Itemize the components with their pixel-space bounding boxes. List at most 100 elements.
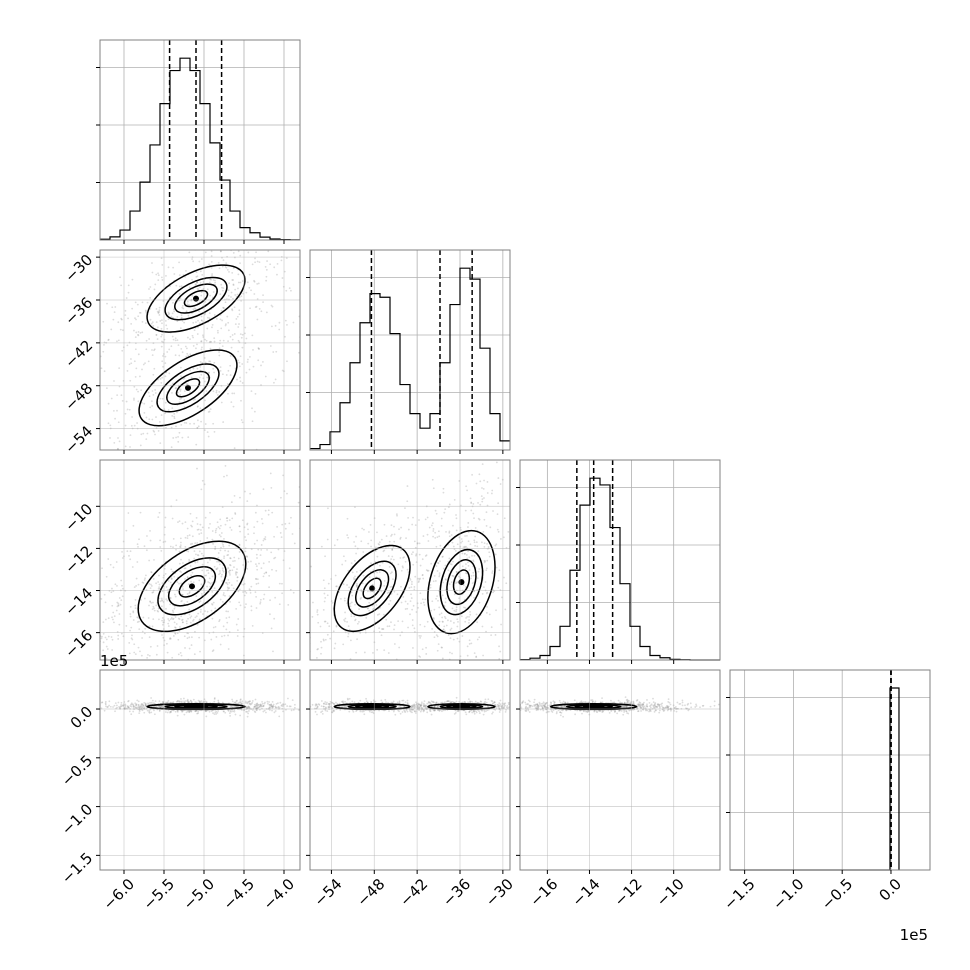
sample-point — [187, 617, 189, 620]
sample-point — [160, 257, 163, 260]
sample-point — [248, 710, 250, 712]
sample-point — [435, 565, 438, 567]
sample-point — [320, 652, 322, 655]
sample-point — [256, 707, 258, 710]
sample-point — [503, 576, 505, 579]
sample-point — [197, 528, 200, 531]
sample-point — [407, 683, 409, 685]
sample-point — [368, 531, 370, 533]
sample-point — [156, 706, 158, 708]
sample-point — [374, 549, 377, 552]
sample-point — [281, 523, 284, 526]
sample-point — [498, 657, 501, 660]
sample-point — [148, 288, 150, 290]
sample-point — [346, 534, 349, 536]
contour-peak — [189, 583, 195, 590]
sample-point — [447, 569, 450, 572]
sample-point — [321, 676, 323, 678]
sample-point — [553, 701, 556, 704]
sample-point — [461, 565, 464, 568]
sample-point — [468, 710, 471, 713]
sample-point — [244, 550, 247, 553]
sample-point — [427, 540, 430, 542]
sample-point — [177, 440, 180, 443]
sample-point — [223, 634, 226, 637]
sample-point — [81, 691, 83, 693]
sample-point — [383, 549, 386, 552]
sample-point — [421, 558, 424, 561]
sample-point — [113, 704, 116, 707]
sample-point — [468, 639, 471, 642]
sample-point — [229, 574, 231, 576]
sample-point — [111, 638, 114, 641]
sample-point — [204, 312, 206, 315]
sample-point — [164, 711, 167, 713]
sample-point — [478, 710, 480, 713]
sample-point — [149, 286, 152, 288]
sample-point — [198, 619, 201, 621]
sample-point — [311, 326, 313, 328]
sample-point — [222, 287, 225, 290]
sample-point — [152, 578, 155, 580]
sample-point — [417, 606, 419, 609]
sample-point — [418, 706, 421, 708]
sample-point — [72, 705, 74, 707]
sample-point — [473, 541, 476, 544]
sample-point — [636, 703, 639, 706]
sample-point — [134, 653, 137, 656]
sample-point — [160, 549, 163, 552]
sample-point — [328, 703, 330, 706]
sample-point — [178, 700, 180, 703]
sample-point — [441, 710, 443, 713]
sample-point — [480, 709, 483, 712]
sample-point — [662, 706, 665, 709]
sample-point — [197, 710, 200, 713]
sample-point — [347, 679, 349, 681]
sample-point — [184, 647, 186, 649]
sample-point — [483, 479, 485, 482]
sample-point — [406, 485, 409, 487]
sample-point — [38, 661, 40, 663]
sample-point — [413, 705, 416, 708]
sample-point — [494, 703, 496, 706]
sample-point — [128, 554, 130, 557]
sample-point — [250, 289, 252, 292]
sample-point — [93, 625, 95, 627]
sample-point — [432, 700, 435, 703]
sample-point — [269, 599, 271, 602]
sample-point — [640, 707, 643, 710]
sample-point — [222, 545, 225, 548]
sample-point — [135, 388, 138, 391]
sample-point — [319, 518, 321, 520]
sample-point — [276, 525, 278, 528]
sample-point — [429, 709, 431, 712]
sample-point — [470, 502, 473, 505]
sample-point — [196, 419, 199, 422]
sample-point — [200, 700, 203, 702]
sample-point — [190, 701, 193, 703]
sample-point — [190, 710, 193, 713]
sample-point — [302, 711, 304, 713]
sample-point — [417, 581, 420, 584]
sample-point — [390, 535, 392, 537]
sample-point — [217, 331, 219, 334]
sample-point — [189, 512, 192, 515]
sample-point — [150, 571, 153, 573]
sample-point — [98, 704, 100, 706]
sample-point — [156, 310, 159, 313]
sample-point — [312, 601, 314, 604]
sample-point — [161, 599, 164, 602]
sample-point — [214, 607, 217, 610]
sample-point — [396, 593, 399, 596]
sample-point — [111, 649, 114, 651]
sample-point — [172, 618, 174, 621]
sample-point — [208, 263, 210, 266]
sample-point — [356, 622, 359, 625]
sample-point — [144, 362, 146, 365]
sample-point — [259, 703, 262, 706]
sample-point — [432, 580, 435, 583]
sample-point — [402, 596, 405, 598]
sample-point — [418, 634, 421, 637]
sample-point — [94, 724, 96, 726]
sample-point — [165, 274, 167, 277]
